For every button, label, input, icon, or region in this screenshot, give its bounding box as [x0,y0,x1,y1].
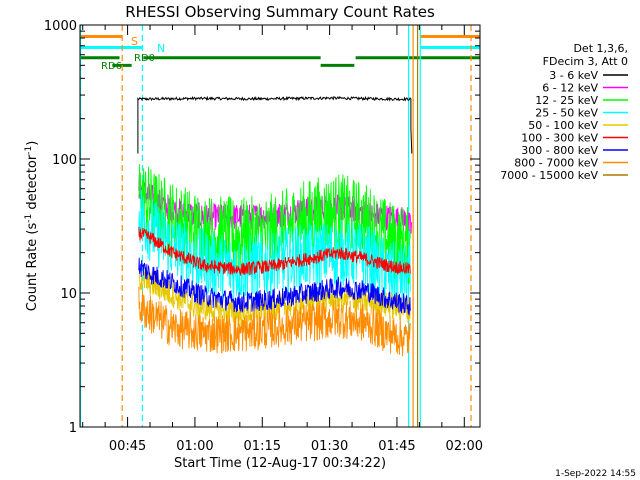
y-axis-label-sup1: -1 [24,214,34,223]
legend-entry-label: 6 - 12 keV [542,82,598,95]
y-tick-label: 1000 [44,19,77,34]
legend-entry-label: 800 - 7000 keV [514,157,598,170]
y-tick-labels: 1 10 100 1000 [44,19,77,436]
series-3-6-kev [137,95,413,154]
flag-bars [80,35,480,67]
legend-entry-label: 25 - 50 keV [535,107,598,120]
series-800-7000-kev [138,286,411,357]
night-flag-label: N [157,42,165,55]
series-300-800-kev [138,257,411,316]
x-tick-label: 01:00 [176,439,213,454]
legend-entry-label: 12 - 25 keV [535,94,598,107]
y-tick-label: 1 [69,421,77,436]
x-axis-label: Start Time (12-Aug-17 00:34:22) [174,456,386,471]
x-tick-label: 02:00 [446,439,483,454]
saa-flag-label: S [131,35,138,48]
rd0-flag-label: RD0 [134,53,155,64]
y-axis-label-sup2: -1 [24,146,34,155]
series-layer [137,95,413,357]
legend-entry-label: 7000 - 15000 keV [500,169,598,182]
y-tick-label: 100 [52,153,77,168]
legend-entry-label: 50 - 100 keV [528,119,598,132]
y-axis-label: Count Rate (s-1 detector-1) [24,141,40,312]
x-tick-label: 01:45 [378,439,415,454]
legend-entry-label: 300 - 800 keV [521,144,598,157]
x-tick-label: 01:30 [311,439,348,454]
x-tick-label: 00:45 [109,439,146,454]
series-100-300-kev [138,226,411,276]
legend-header-1: Det 1,3,6, [573,42,628,55]
y-axis-label-mid: detector [25,154,40,214]
y-axis-label-end: ) [25,141,40,146]
rd6-flag-label: RD6 [101,61,122,72]
legend-entry-label: 100 - 300 keV [521,132,598,145]
x-tick-labels: 00:45 01:00 01:15 01:30 01:45 02:00 [109,439,483,454]
y-tick-label: 10 [60,287,77,302]
axis-ticks [80,25,480,428]
y-axis-label-main: Count Rate (s [25,223,40,312]
legend-header-2: FDecim 3, Att 0 [543,55,628,68]
footer-timestamp: 1-Sep-2022 14:55 [555,469,636,479]
legend-entry-label: 3 - 6 keV [549,69,598,82]
chart-title: RHESSI Observing Summary Count Rates [125,3,435,21]
x-tick-label: 01:15 [244,439,281,454]
plot-frame [79,24,481,428]
